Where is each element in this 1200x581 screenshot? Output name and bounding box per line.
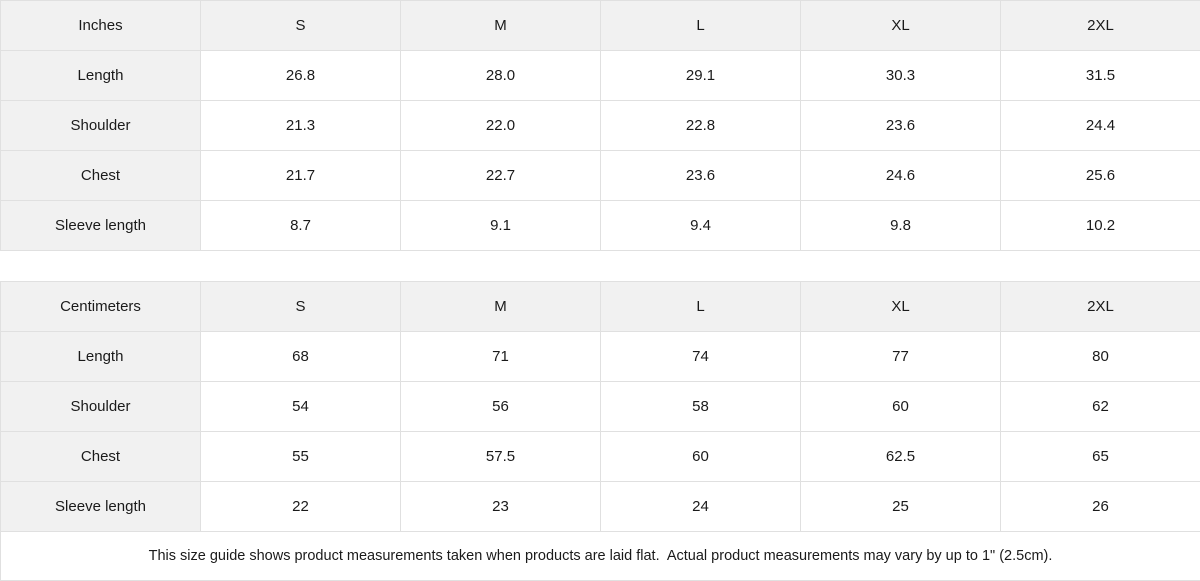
centimeters-chest-s: 55 bbox=[201, 432, 401, 482]
centimeters-column-header-m: M bbox=[401, 282, 601, 332]
centimeters-chest-m: 57.5 bbox=[401, 432, 601, 482]
inches-length-m: 28.0 bbox=[401, 51, 601, 101]
centimeters-sleeve-length-s: 22 bbox=[201, 482, 401, 532]
table-spacer-row bbox=[1, 251, 1200, 282]
centimeters-row-label-shoulder: Shoulder bbox=[1, 382, 201, 432]
centimeters-unit-label: Centimeters bbox=[1, 282, 201, 332]
centimeters-chest-2xl: 65 bbox=[1001, 432, 1200, 482]
centimeters-column-header-2xl: 2XL bbox=[1001, 282, 1200, 332]
table-row: Sleeve length 22 23 24 25 26 bbox=[1, 482, 1200, 532]
centimeters-shoulder-m: 56 bbox=[401, 382, 601, 432]
inches-row-label-shoulder: Shoulder bbox=[1, 101, 201, 151]
inches-row-label-length: Length bbox=[1, 51, 201, 101]
centimeters-column-header-xl: XL bbox=[801, 282, 1001, 332]
inches-column-header-m: M bbox=[401, 1, 601, 51]
centimeters-row-label-sleeve-length: Sleeve length bbox=[1, 482, 201, 532]
centimeters-length-l: 74 bbox=[601, 332, 801, 382]
inches-sleeve-length-s: 8.7 bbox=[201, 201, 401, 251]
size-guide-footer-row: This size guide shows product measuremen… bbox=[1, 532, 1200, 581]
inches-chest-s: 21.7 bbox=[201, 151, 401, 201]
inches-shoulder-s: 21.3 bbox=[201, 101, 401, 151]
centimeters-column-header-l: L bbox=[601, 282, 801, 332]
table-spacer-cell bbox=[1, 251, 1200, 282]
inches-shoulder-2xl: 24.4 bbox=[1001, 101, 1200, 151]
centimeters-shoulder-2xl: 62 bbox=[1001, 382, 1200, 432]
inches-row-label-sleeve-length: Sleeve length bbox=[1, 201, 201, 251]
inches-chest-m: 22.7 bbox=[401, 151, 601, 201]
inches-column-header-2xl: 2XL bbox=[1001, 1, 1200, 51]
centimeters-chest-xl: 62.5 bbox=[801, 432, 1001, 482]
inches-chest-xl: 24.6 bbox=[801, 151, 1001, 201]
centimeters-row-label-chest: Chest bbox=[1, 432, 201, 482]
centimeters-shoulder-l: 58 bbox=[601, 382, 801, 432]
table-row: Length 26.8 28.0 29.1 30.3 31.5 bbox=[1, 51, 1200, 101]
inches-chest-2xl: 25.6 bbox=[1001, 151, 1200, 201]
inches-length-l: 29.1 bbox=[601, 51, 801, 101]
centimeters-length-m: 71 bbox=[401, 332, 601, 382]
centimeters-length-s: 68 bbox=[201, 332, 401, 382]
inches-chest-l: 23.6 bbox=[601, 151, 801, 201]
centimeters-column-header-s: S bbox=[201, 282, 401, 332]
centimeters-sleeve-length-2xl: 26 bbox=[1001, 482, 1200, 532]
centimeters-chest-l: 60 bbox=[601, 432, 801, 482]
centimeters-length-2xl: 80 bbox=[1001, 332, 1200, 382]
inches-row-label-chest: Chest bbox=[1, 151, 201, 201]
inches-unit-label: Inches bbox=[1, 1, 201, 51]
table-row: Length 68 71 74 77 80 bbox=[1, 332, 1200, 382]
centimeters-header-row: Centimeters S M L XL 2XL bbox=[1, 282, 1200, 332]
table-row: Shoulder 21.3 22.0 22.8 23.6 24.4 bbox=[1, 101, 1200, 151]
inches-length-2xl: 31.5 bbox=[1001, 51, 1200, 101]
centimeters-sleeve-length-m: 23 bbox=[401, 482, 601, 532]
centimeters-sleeve-length-l: 24 bbox=[601, 482, 801, 532]
inches-shoulder-l: 22.8 bbox=[601, 101, 801, 151]
inches-header-row: Inches S M L XL 2XL bbox=[1, 1, 1200, 51]
size-guide-footer-note: This size guide shows product measuremen… bbox=[1, 532, 1200, 581]
inches-column-header-xl: XL bbox=[801, 1, 1001, 51]
table-row: Chest 55 57.5 60 62.5 65 bbox=[1, 432, 1200, 482]
table-row: Chest 21.7 22.7 23.6 24.6 25.6 bbox=[1, 151, 1200, 201]
table-row: Sleeve length 8.7 9.1 9.4 9.8 10.2 bbox=[1, 201, 1200, 251]
inches-length-xl: 30.3 bbox=[801, 51, 1001, 101]
inches-shoulder-m: 22.0 bbox=[401, 101, 601, 151]
inches-sleeve-length-l: 9.4 bbox=[601, 201, 801, 251]
inches-shoulder-xl: 23.6 bbox=[801, 101, 1001, 151]
inches-column-header-s: S bbox=[201, 1, 401, 51]
inches-sleeve-length-2xl: 10.2 bbox=[1001, 201, 1200, 251]
centimeters-shoulder-s: 54 bbox=[201, 382, 401, 432]
inches-column-header-l: L bbox=[601, 1, 801, 51]
inches-length-s: 26.8 bbox=[201, 51, 401, 101]
table-row: Shoulder 54 56 58 60 62 bbox=[1, 382, 1200, 432]
inches-sleeve-length-m: 9.1 bbox=[401, 201, 601, 251]
centimeters-length-xl: 77 bbox=[801, 332, 1001, 382]
centimeters-shoulder-xl: 60 bbox=[801, 382, 1001, 432]
centimeters-row-label-length: Length bbox=[1, 332, 201, 382]
inches-sleeve-length-xl: 9.8 bbox=[801, 201, 1001, 251]
centimeters-sleeve-length-xl: 25 bbox=[801, 482, 1001, 532]
